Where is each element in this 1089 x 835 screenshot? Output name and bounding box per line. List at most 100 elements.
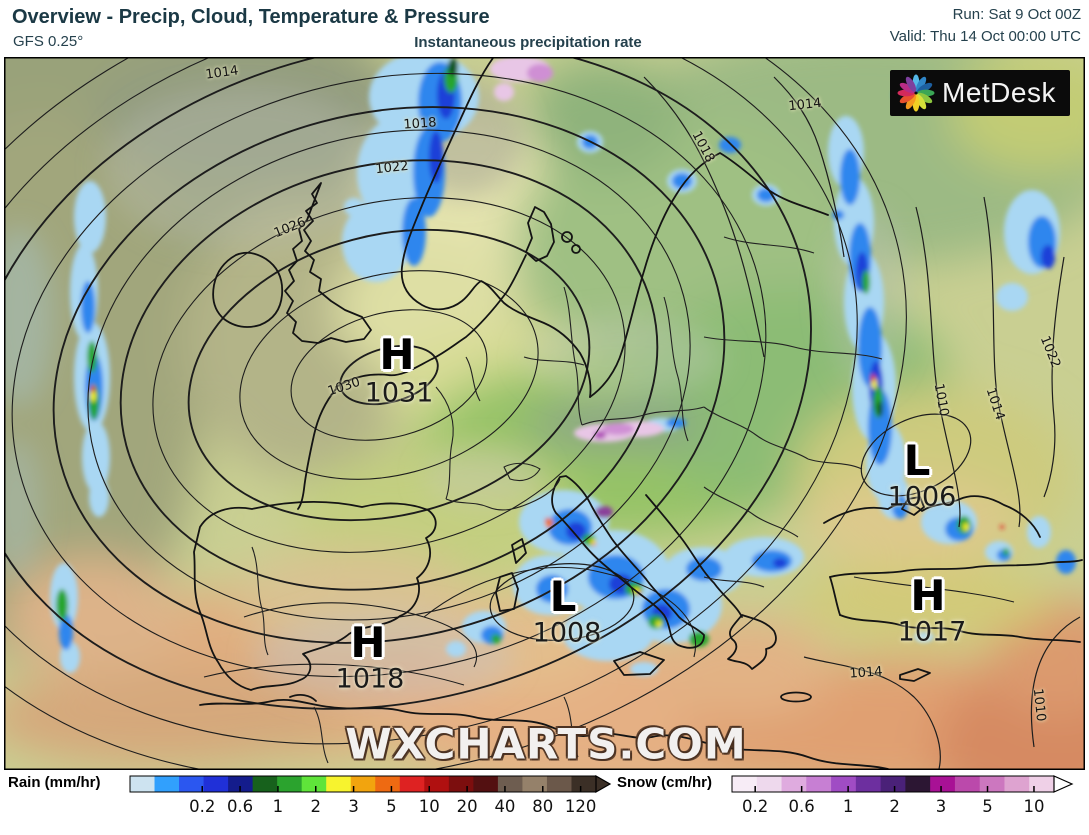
legend-segment: [930, 776, 956, 792]
legend-segment: [1004, 776, 1030, 792]
map-base-svg: [4, 57, 1085, 770]
legend-segment: [732, 776, 758, 792]
legend-segment: [203, 776, 229, 792]
legend-segment: [228, 776, 254, 792]
legend-tick-label: 0.6: [227, 797, 253, 816]
legend-segment: [522, 776, 548, 792]
isobar-label: 1014: [204, 63, 240, 83]
legend-tick-label: 0.2: [742, 797, 768, 816]
legend-outline: [129, 775, 597, 793]
legend-segment: [954, 776, 981, 792]
pressure-center-value: 1018: [335, 663, 405, 695]
legend-tick-label: 3: [936, 797, 947, 816]
legend-tick-label: 2: [310, 797, 321, 816]
logo-text: MetDesk: [942, 77, 1056, 108]
isobar-label: 1018: [402, 115, 438, 133]
pressure-center-value: 1031: [364, 377, 434, 409]
legend-tick-label: 1: [273, 797, 284, 816]
legend-tick-label: 10: [419, 797, 440, 816]
legend-tick-label: 40: [494, 797, 515, 816]
map-label-overlay: H 1031 L 1006 L 1008 H 1017 H 1018 1014 1018 1022 102…: [4, 57, 1085, 770]
isobar-label: 1014: [848, 664, 884, 682]
legend-segment: [424, 776, 450, 792]
legend-segment: [831, 776, 857, 792]
isobar-label: 1022: [374, 158, 410, 178]
legend-segment: [880, 776, 906, 792]
legend-segment: [301, 776, 327, 792]
metdesk-logo: MetDesk: [890, 70, 1070, 116]
legend-tick-label: 5: [982, 797, 993, 816]
legend-segment: [252, 776, 278, 792]
weather-map: H 1031 L 1006 L 1008 H 1017 H 1018 1014 1018 1022 102…: [4, 57, 1085, 770]
legend-arrow: [1053, 775, 1074, 793]
legend-segment: [497, 776, 523, 792]
legend-segment: [350, 776, 376, 792]
legend-segment: [326, 776, 352, 792]
legend-segment: [277, 776, 303, 792]
isobar-label: 1010: [930, 382, 952, 418]
pinwheel-petal: [915, 76, 927, 92]
precipitation-layer: [50, 57, 1076, 676]
pressure-center-letter: H: [910, 571, 946, 620]
legend-segment: [979, 776, 1005, 792]
pressure-center-letter: H: [350, 618, 386, 667]
legend-tick-label: 80: [532, 797, 553, 816]
isobar-label: 1030: [325, 374, 363, 400]
legend-tick-label: 1: [843, 797, 854, 816]
legend-segment: [546, 776, 572, 792]
pressure-center-letter: H: [379, 330, 415, 379]
pinwheel-petal: [899, 82, 915, 94]
model-label: GFS 0.25°: [13, 33, 84, 50]
legend-segment: [855, 776, 882, 792]
run-time: Run: Sat 9 Oct 00Z: [952, 6, 1081, 23]
watermark: WXCHARTS.COM: [345, 719, 747, 769]
isobar-contours: [4, 57, 1081, 770]
legend-segment: [130, 776, 156, 792]
pinwheel-petal: [905, 76, 917, 92]
legend-tick-label: 0.2: [189, 797, 215, 816]
legend-segment: [375, 776, 401, 792]
isobar-label: 1026: [271, 214, 309, 242]
legend-arrow: [595, 774, 612, 794]
isobar-label: 1022: [1036, 333, 1064, 371]
legend-tick-label: 10: [1023, 797, 1044, 816]
cloud-shading: [4, 77, 909, 702]
pressure-center-value: 1017: [897, 616, 967, 648]
legend-segment: [179, 776, 205, 792]
legend-segment: [448, 776, 474, 792]
legend-tick-label: 3: [348, 797, 359, 816]
pressure-center-letter: L: [903, 436, 931, 485]
legend-segment: [756, 776, 783, 792]
pressure-center-value: 1006: [887, 481, 957, 513]
page-title: Overview - Precip, Cloud, Temperature & …: [12, 6, 490, 28]
isobar-label: 1014: [982, 385, 1008, 423]
pinwheel-petal: [905, 94, 917, 110]
legend-outline: [731, 775, 1055, 793]
chart-subtitle: Instantaneous precipitation rate: [414, 34, 642, 51]
legend-tick-label: 120: [565, 797, 597, 816]
legend-segment: [399, 776, 425, 792]
isobar-label: 1018: [688, 128, 718, 166]
snow-legend-label: Snow (cm/hr): [617, 774, 713, 791]
valid-time: Valid: Thu 14 Oct 00:00 UTC: [889, 28, 1081, 45]
legend-colorbars: 0.2 0.6 1 2 3 5 10 20 40 80 120 0.2 0.6 1 2 3 5 10: [129, 774, 1074, 816]
legend-segment: [1029, 776, 1055, 792]
legend-segment: [905, 776, 931, 792]
country-borders: [251, 236, 883, 764]
pressure-center-value: 1008: [532, 617, 602, 649]
pressure-center-letter: L: [549, 572, 577, 621]
pinwheel-icon: [897, 74, 935, 112]
legend-tick-label: 2: [889, 797, 900, 816]
isobar-label: 1014: [787, 95, 823, 115]
legend-segment: [781, 776, 807, 792]
rain-legend-label: Rain (mm/hr): [8, 774, 101, 791]
legend-segment: [806, 776, 832, 792]
legend-segment: [571, 776, 597, 792]
legend-tick-label: 0.6: [789, 797, 815, 816]
legend-tick-label: 5: [386, 797, 397, 816]
pinwheel-petal: [917, 92, 933, 104]
legend-segment: [473, 776, 499, 792]
legend-tick-label: 20: [457, 797, 478, 816]
coastlines: [193, 57, 1083, 770]
